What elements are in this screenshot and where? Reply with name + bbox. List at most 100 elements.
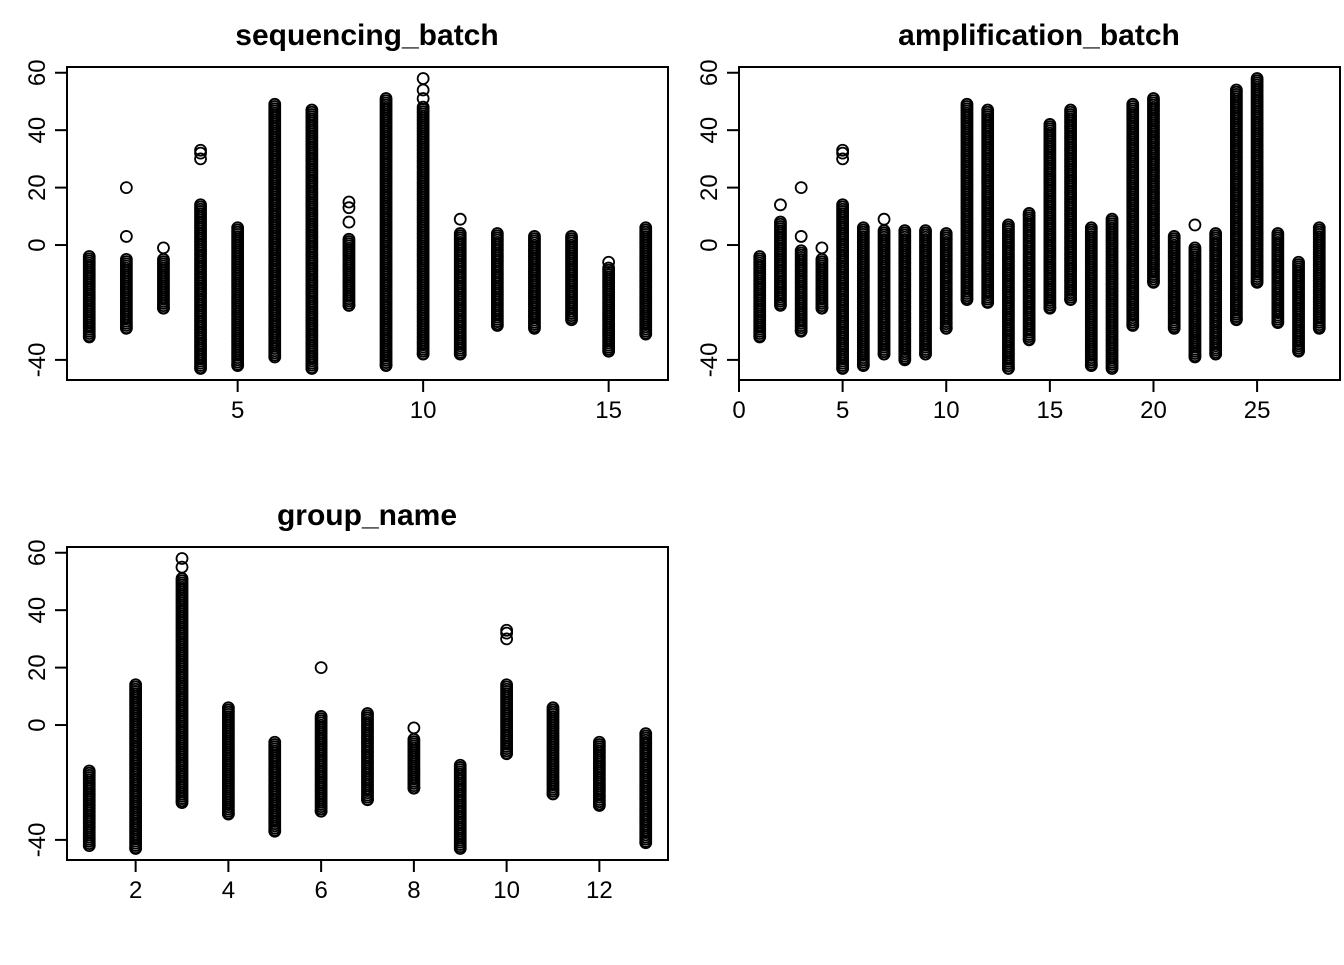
y-tick-label: -40 (24, 823, 51, 858)
point-column-8 (898, 224, 912, 367)
data-point (1147, 275, 1160, 289)
point-column-7 (877, 212, 891, 361)
data-point (453, 347, 467, 361)
point-column-2 (774, 198, 787, 312)
x-tick-label: 4 (222, 877, 235, 904)
point-column-12 (592, 735, 606, 812)
data-point (1292, 344, 1305, 358)
data-point (194, 152, 207, 166)
plot-frame (66, 546, 669, 861)
data-point (453, 842, 467, 855)
x-tick-label: 20 (1140, 397, 1167, 424)
data-point (157, 241, 170, 255)
point-column-16 (639, 221, 653, 341)
data-point (490, 319, 504, 332)
data-point (919, 347, 932, 361)
data-point (416, 92, 430, 105)
point-column-3 (157, 241, 170, 315)
data-point (379, 359, 393, 373)
data-point (119, 181, 133, 195)
data-point (1271, 316, 1285, 329)
point-column-16 (1064, 103, 1077, 306)
point-column-13 (639, 727, 653, 850)
y-tick-label: 60 (24, 539, 51, 566)
point-column-1 (753, 250, 767, 344)
point-column-3 (175, 552, 189, 809)
data-point (794, 230, 808, 243)
data-point (1105, 362, 1119, 375)
data-point (528, 321, 541, 335)
data-point (314, 661, 328, 675)
point-column-27 (1292, 255, 1305, 358)
data-point (119, 321, 133, 335)
point-column-21 (1167, 230, 1181, 335)
data-point (546, 787, 560, 801)
x-tick-label: 15 (595, 397, 622, 424)
y-tick-label: 60 (24, 59, 51, 86)
x-axis: 0 5 10 15 20 25 (732, 379, 1270, 424)
data-point (960, 293, 974, 306)
y-tick-label: 20 (24, 654, 51, 681)
data-point (175, 796, 189, 809)
point-column-11 (546, 701, 560, 801)
y-tick-label: -40 (24, 343, 51, 378)
point-column-3 (794, 181, 808, 338)
point-layer (82, 552, 653, 855)
data-point (231, 359, 245, 373)
data-point (500, 747, 514, 761)
point-layer (82, 72, 653, 375)
data-point (1043, 301, 1057, 315)
point-column-20 (1147, 92, 1160, 289)
data-point (407, 721, 421, 735)
point-column-14 (565, 230, 578, 327)
x-tick-label: 12 (586, 877, 613, 904)
data-point (175, 552, 189, 565)
point-column-10 (416, 72, 430, 361)
point-column-9 (919, 224, 932, 361)
point-column-4 (194, 143, 207, 375)
point-column-6 (314, 661, 328, 818)
data-point (1084, 359, 1098, 373)
x-tick-label: 5 (836, 397, 849, 424)
point-column-26 (1271, 227, 1285, 329)
data-point (82, 839, 96, 853)
y-tick-label: 20 (696, 174, 723, 201)
data-point (877, 212, 891, 226)
panel-sequencing-batch: sequencing_batch 5 10 15 -40 0 20 40 60 (24, 19, 669, 424)
data-point (877, 347, 891, 361)
data-point (836, 362, 850, 375)
point-column-28 (1312, 221, 1326, 335)
data-point (1188, 218, 1202, 232)
data-point (314, 804, 328, 818)
data-point (774, 298, 787, 312)
data-point (157, 301, 170, 315)
point-column-2 (119, 181, 133, 335)
y-tick-label: 20 (24, 174, 51, 201)
point-column-23 (1209, 227, 1223, 361)
x-tick-label: 2 (129, 877, 142, 904)
data-point (836, 143, 850, 157)
point-column-2 (129, 678, 143, 855)
point-column-7 (361, 707, 374, 807)
data-point (602, 344, 616, 358)
panel-amplification-batch: amplification_batch 0 5 10 15 20 25 -40 0 20 40 6… (696, 19, 1341, 424)
data-point (82, 330, 96, 344)
y-axis: -40 0 20 40 60 (24, 59, 68, 378)
point-column-9 (453, 758, 467, 855)
data-point (856, 359, 870, 373)
data-point (119, 230, 133, 243)
point-column-12 (490, 227, 504, 332)
x-tick-label: 10 (933, 397, 960, 424)
point-column-8 (407, 721, 421, 795)
data-point (361, 793, 374, 807)
point-column-11 (453, 212, 467, 361)
data-point (1126, 319, 1140, 332)
data-point (794, 181, 808, 195)
plot-frame (738, 66, 1341, 381)
data-point (1312, 321, 1326, 335)
y-tick-label: -40 (696, 343, 723, 378)
data-point (129, 842, 143, 855)
data-point (1209, 347, 1223, 361)
point-column-1 (82, 764, 96, 853)
data-point (500, 623, 514, 637)
